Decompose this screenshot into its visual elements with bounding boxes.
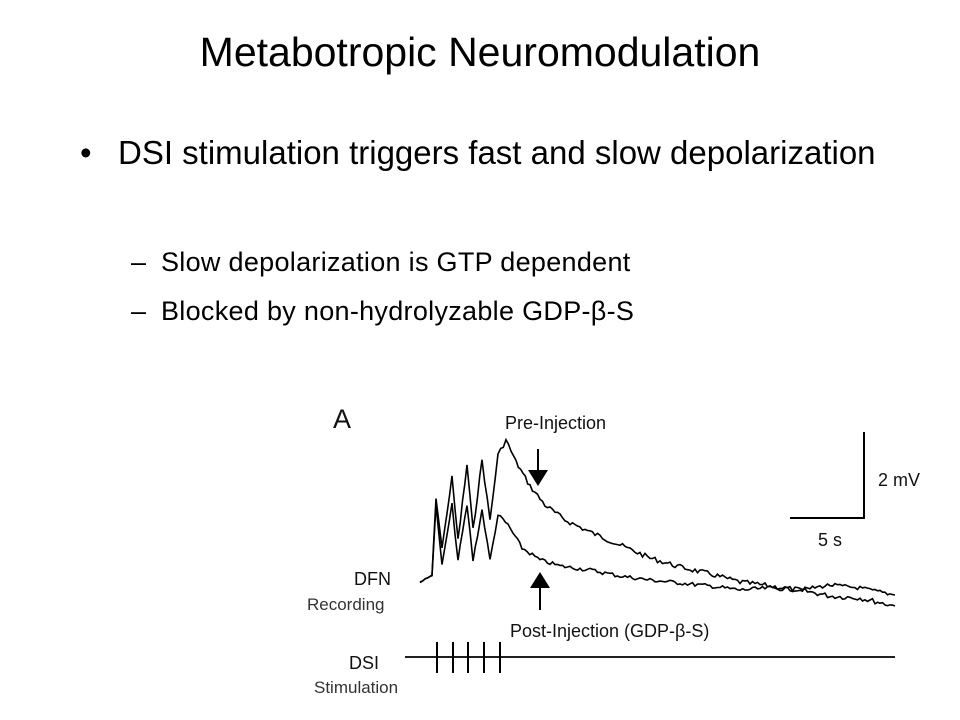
voltage-scale-label: 2 mV: [878, 470, 920, 490]
dsi-label: DSI: [349, 653, 379, 673]
panel-label: A: [333, 404, 351, 434]
time-scale-label: 5 s: [818, 530, 842, 550]
sub-bullet-text: Blocked by non-hydrolyzable GDP-β-S: [161, 296, 635, 326]
scale-bar: [790, 432, 865, 519]
post-injection-trace: [419, 502, 896, 596]
sub-bullet-gtp: – Slow depolarization is GTP dependent: [131, 246, 631, 278]
stimulus-ticks: [436, 642, 501, 673]
main-bullet: • DSI stimulation triggers fast and slow…: [80, 133, 900, 173]
slide-title: Metabotropic Neuromodulation: [199, 29, 761, 75]
sub-bullet-marker: –: [131, 296, 147, 326]
recording-label: Recording: [307, 595, 385, 614]
sub-bullet-marker: –: [131, 247, 147, 277]
main-bullet-text: DSI stimulation triggers fast and slow d…: [118, 134, 876, 171]
sub-bullet-gdp: – Blocked by non-hydrolyzable GDP-β-S: [131, 295, 634, 327]
post-injection-label: Post-Injection (GDP-β-S): [510, 621, 709, 641]
pre-injection-label: Pre-Injection: [505, 413, 606, 433]
sub-bullet-text: Slow depolarization is GTP dependent: [161, 247, 631, 277]
stimulation-label: Stimulation: [314, 678, 399, 697]
pre-injection-trace: [419, 437, 896, 607]
bullet-marker: •: [80, 134, 92, 171]
dfn-label: DFN: [354, 569, 391, 589]
